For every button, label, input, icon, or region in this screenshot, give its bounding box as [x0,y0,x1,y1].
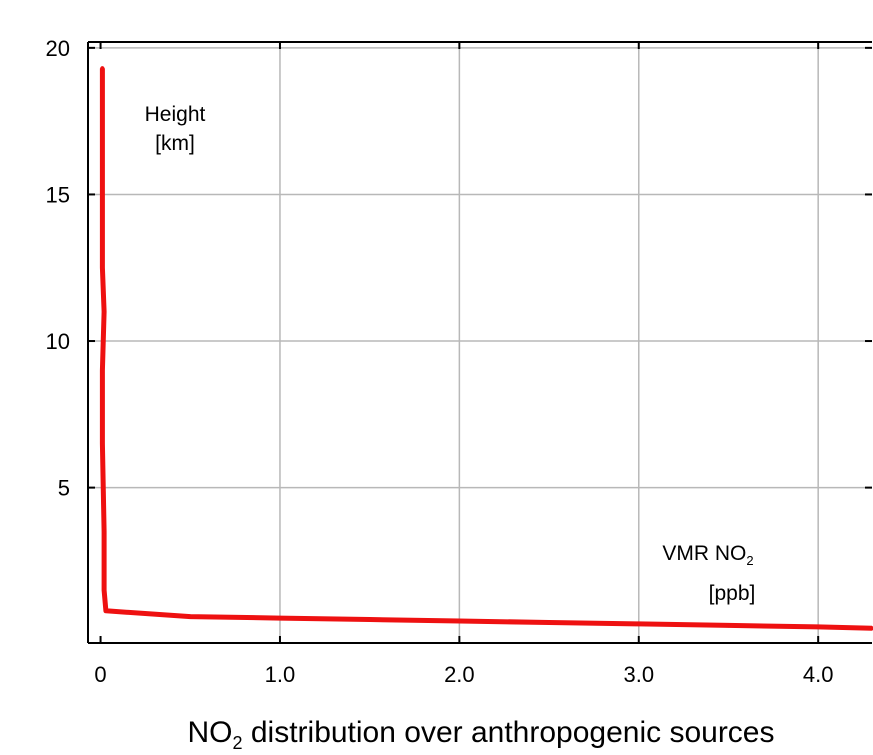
y-annotation-line1: Height [145,103,206,126]
y-annotation-line2: [km] [155,132,195,155]
data-point [277,615,283,621]
x-annotation-sub: 2 [746,553,753,568]
x-annotation-line2: [ppb] [709,582,756,605]
data-point [100,368,105,373]
tick-labels: 0 1.0 2.0 3.0 4.0 5 10 15 20 [46,36,834,687]
data-point [101,529,107,534]
x-tick-label: 3.0 [623,662,654,687]
y-tick-label: 20 [46,36,70,61]
data-point [546,620,552,625]
data-point [188,614,193,619]
x-tick-label: 1.0 [265,662,296,687]
chart-title-rest: distribution over anthropogenic sources [243,716,775,749]
data-point [100,441,105,446]
data-point [367,617,372,622]
x-annotation-main: VMR NO [662,542,746,565]
y-tick-label: 10 [46,329,70,354]
series-layer [99,66,873,631]
chart-title-main: NO [188,716,233,749]
y-tick-label: 5 [58,476,70,501]
data-point [636,621,641,627]
data-point [100,66,105,71]
x-tick-label: 4.0 [803,662,834,687]
chart-title: NO2 distribution over anthropogenic sour… [188,716,775,753]
data-point [103,608,109,613]
data-point [101,588,107,593]
data-point [726,623,731,628]
data-point [100,162,105,168]
x-tick-label: 2.0 [444,662,475,687]
data-point [457,618,462,624]
grid-lines [88,42,872,643]
series-line [99,68,873,631]
data-point [101,309,107,314]
y-tick-label: 15 [46,182,70,207]
data-point [100,265,105,270]
x-tick-label: 0 [94,662,106,687]
data-point [869,626,873,631]
plot-frame [87,41,872,644]
x-annotation-line1: VMR NO2 [662,542,753,568]
data-point [815,624,821,630]
chart-title-sub: 2 [233,733,243,753]
tick-marks [88,42,872,643]
